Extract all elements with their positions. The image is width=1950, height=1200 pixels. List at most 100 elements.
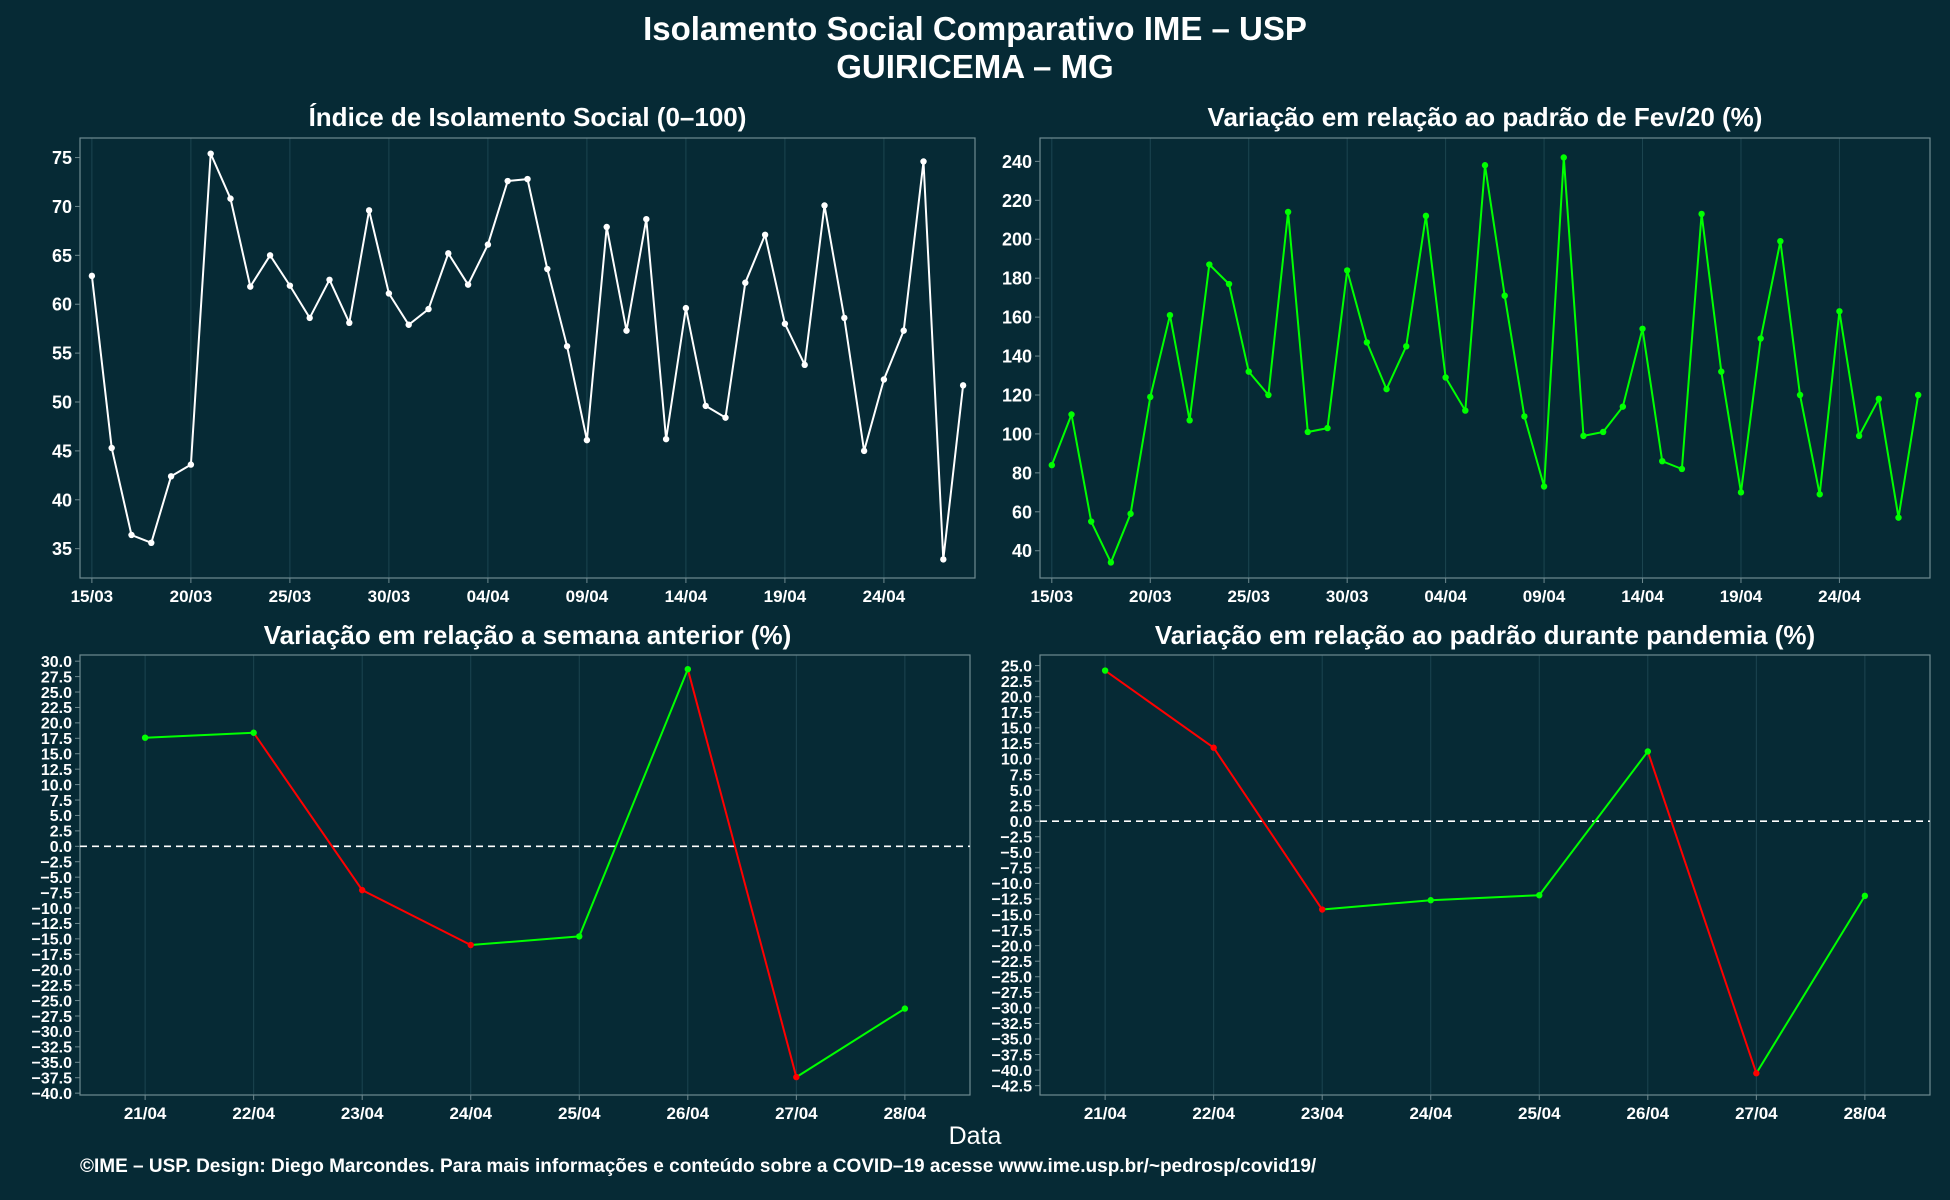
x-tick-label: 24/04 bbox=[863, 587, 906, 606]
panel-border bbox=[1039, 654, 1931, 1096]
y-tick-label: −12.5 bbox=[992, 892, 1033, 909]
data-point bbox=[793, 1073, 800, 1081]
data-point bbox=[1225, 280, 1233, 288]
data-point bbox=[286, 282, 294, 289]
data-point bbox=[306, 314, 313, 322]
data-point bbox=[684, 665, 692, 673]
x-tick-label: 30/03 bbox=[1326, 587, 1369, 606]
data-point bbox=[1481, 162, 1489, 169]
data-point bbox=[1318, 906, 1326, 913]
y-tick-label: −2.5 bbox=[1000, 829, 1032, 846]
data-point bbox=[167, 473, 175, 480]
y-tick-label: −30.0 bbox=[992, 1001, 1033, 1018]
data-point bbox=[1147, 393, 1154, 401]
y-tick-label: 12.5 bbox=[41, 762, 72, 779]
y-tick-label: −20.0 bbox=[992, 938, 1033, 955]
series-segment bbox=[252, 732, 364, 891]
y-tick-label: 22.5 bbox=[1001, 674, 1032, 691]
y-tick-label: 12.5 bbox=[1001, 736, 1032, 753]
data-point bbox=[1757, 335, 1764, 342]
y-tick-label: −20.0 bbox=[32, 962, 73, 979]
data-point bbox=[1101, 667, 1109, 674]
x-tick-label: 19/04 bbox=[764, 587, 807, 606]
x-tick-label: 25/04 bbox=[558, 1104, 601, 1123]
series-segment bbox=[1104, 669, 1215, 749]
y-tick-label: 7.5 bbox=[1010, 767, 1032, 784]
x-tick-label: 21/04 bbox=[124, 1104, 167, 1123]
data-point bbox=[544, 265, 551, 273]
data-point bbox=[1206, 261, 1213, 268]
data-point bbox=[1186, 417, 1193, 424]
y-tick-label: −27.5 bbox=[992, 985, 1033, 1002]
data-point bbox=[504, 177, 511, 185]
data-point bbox=[1048, 461, 1056, 469]
x-tick-label: 27/04 bbox=[775, 1104, 818, 1123]
series-line bbox=[1050, 157, 1920, 565]
y-tick-label: 40 bbox=[52, 490, 72, 510]
x-tick-label: 26/04 bbox=[667, 1104, 710, 1123]
x-tick-label: 20/03 bbox=[170, 587, 213, 606]
data-point bbox=[1580, 432, 1587, 440]
data-point bbox=[742, 279, 749, 286]
data-point bbox=[682, 304, 690, 312]
data-point bbox=[1737, 489, 1745, 496]
y-tick-label: −35.0 bbox=[992, 1032, 1033, 1049]
data-point bbox=[346, 319, 353, 326]
data-point bbox=[227, 195, 234, 202]
x-tick-label: 26/04 bbox=[1627, 1104, 1670, 1123]
x-tick-label: 30/03 bbox=[368, 587, 411, 606]
data-point bbox=[365, 207, 373, 214]
x-tick-label: 24/04 bbox=[449, 1104, 492, 1123]
y-tick-label: 10.0 bbox=[41, 777, 72, 794]
y-tick-label: 20.0 bbox=[1001, 689, 1032, 706]
x-tick-label: 23/04 bbox=[1301, 1104, 1344, 1123]
x-tick-label: 25/04 bbox=[1518, 1104, 1561, 1123]
series-segment bbox=[1755, 895, 1866, 1074]
data-point bbox=[405, 321, 412, 328]
y-tick-label: −5.0 bbox=[1000, 845, 1032, 862]
data-point bbox=[662, 435, 670, 443]
y-tick-label: 80 bbox=[1012, 463, 1032, 483]
series-segment bbox=[145, 731, 254, 739]
y-tick-label: 5.0 bbox=[50, 808, 72, 825]
data-point bbox=[1861, 892, 1869, 900]
data-point bbox=[425, 305, 432, 313]
y-tick-label: 0.0 bbox=[50, 839, 72, 856]
data-point bbox=[1107, 559, 1115, 566]
data-point bbox=[1383, 385, 1390, 393]
panel-border bbox=[1039, 137, 1931, 579]
x-tick-label: 28/04 bbox=[1844, 1104, 1887, 1123]
data-point bbox=[1796, 391, 1804, 399]
data-point bbox=[860, 447, 868, 455]
data-point bbox=[1816, 491, 1823, 498]
x-tick-label: 04/04 bbox=[1424, 587, 1467, 606]
y-tick-label: −7.5 bbox=[1000, 861, 1032, 878]
data-point bbox=[1895, 514, 1902, 521]
data-point bbox=[108, 444, 115, 452]
data-point bbox=[1304, 428, 1311, 436]
data-point bbox=[1659, 457, 1666, 465]
data-point bbox=[1245, 368, 1252, 375]
data-point bbox=[1521, 413, 1528, 420]
chart-title-block: Isolamento Social Comparativo IME – USP … bbox=[0, 10, 1950, 86]
panel-title-variation-pandemic: Variação em relação ao padrão durante pa… bbox=[1154, 620, 1816, 650]
data-point bbox=[128, 531, 135, 539]
x-tick-label: 14/04 bbox=[665, 587, 708, 606]
y-tick-label: −15.0 bbox=[992, 907, 1033, 924]
y-tick-label: −32.5 bbox=[992, 1016, 1033, 1033]
data-point bbox=[1560, 154, 1567, 161]
data-point bbox=[576, 933, 583, 940]
data-point bbox=[841, 314, 848, 322]
y-tick-label: −30.0 bbox=[32, 1024, 73, 1041]
y-tick-label: −35.0 bbox=[32, 1055, 73, 1072]
y-tick-label: 45 bbox=[52, 441, 72, 461]
series-segment bbox=[686, 668, 798, 1078]
panel-title-variation-feb: Variação em relação ao padrão de Fev/20 … bbox=[1207, 102, 1763, 132]
series-line bbox=[90, 153, 965, 560]
y-tick-label: −17.5 bbox=[992, 923, 1033, 940]
data-point bbox=[563, 343, 571, 350]
data-point bbox=[801, 361, 808, 369]
panel-title-isolation-index: Índice de Isolamento Social (0–100) bbox=[308, 102, 747, 132]
y-tick-label: 60 bbox=[52, 295, 72, 315]
